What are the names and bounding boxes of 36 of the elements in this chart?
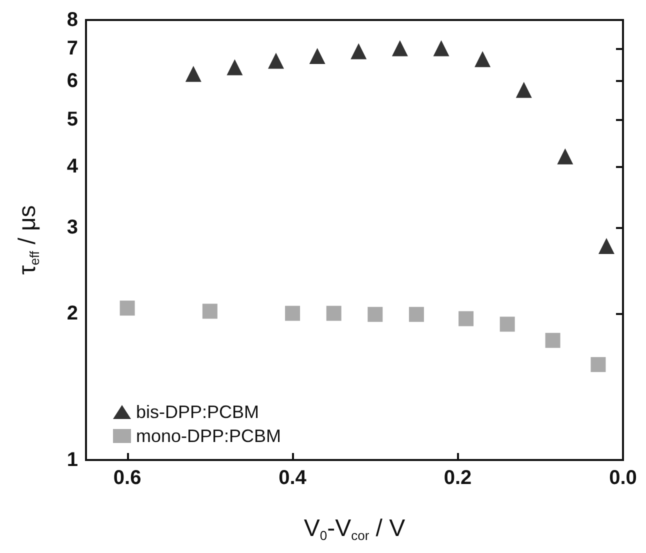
point	[408, 306, 424, 322]
point	[120, 300, 135, 316]
point	[326, 306, 342, 321]
point	[285, 306, 300, 321]
legend-label: mono-DPP:PCBM	[136, 426, 282, 446]
point	[350, 43, 367, 60]
point	[226, 59, 243, 76]
point	[590, 357, 606, 372]
y-tick-label: 7	[66, 37, 78, 60]
point	[368, 306, 383, 322]
point	[557, 148, 574, 164]
x-tick-label: 0.2	[444, 467, 472, 489]
x-tick-label: 0.6	[113, 467, 142, 489]
legend-label: bis-DPP:PCBM	[136, 402, 260, 422]
y-tick-label: 1	[66, 449, 78, 471]
x-tick-label: 0.0	[609, 467, 637, 489]
point	[598, 238, 614, 254]
y-tick-label: 4	[66, 156, 79, 178]
y-tick-label: 8	[66, 9, 78, 31]
y-tick-label: 6	[66, 70, 78, 92]
point	[268, 52, 284, 69]
y-axis-title: τeff / μs	[14, 205, 42, 275]
x-tick-label: 0.4	[278, 467, 308, 489]
point	[309, 48, 326, 64]
point	[474, 51, 491, 68]
point	[458, 311, 474, 326]
point	[392, 40, 408, 56]
y-tick-label: 3	[66, 216, 78, 239]
point	[433, 40, 450, 56]
point	[516, 82, 532, 98]
y-tick-label: 5	[66, 108, 78, 130]
point	[202, 304, 218, 319]
point	[545, 332, 560, 348]
y-tick-label: 2	[66, 302, 78, 324]
point	[185, 66, 202, 82]
point	[500, 316, 515, 332]
